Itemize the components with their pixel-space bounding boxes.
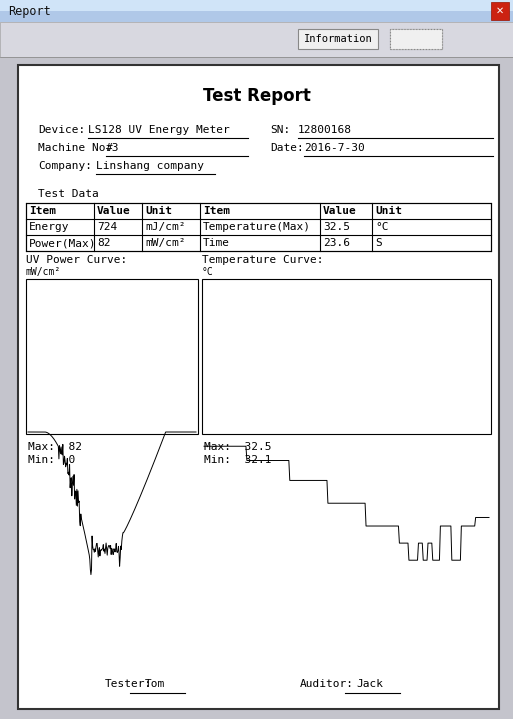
Bar <box>0 22 513 57</box>
FancyBboxPatch shape <box>298 29 378 49</box>
Text: Unit: Unit <box>375 206 402 216</box>
Text: Temperature(Max): Temperature(Max) <box>203 222 311 232</box>
Text: Auditor:: Auditor: <box>300 679 354 689</box>
Text: Report: Report <box>8 4 51 17</box>
Text: Test Data: Test Data <box>38 189 98 199</box>
Text: °C: °C <box>202 267 214 277</box>
Bar <box>0 0 513 22</box>
Text: Unit: Unit <box>145 206 172 216</box>
Text: Min:  32.1: Min: 32.1 <box>204 455 271 465</box>
Text: Max:  82: Max: 82 <box>28 442 82 452</box>
Text: Jack: Jack <box>357 679 384 689</box>
Text: Test Report: Test Report <box>203 87 310 105</box>
Text: Print: Print <box>400 34 431 44</box>
Text: ✕: ✕ <box>496 6 504 16</box>
Text: SN:: SN: <box>270 125 290 135</box>
Text: UV Power Curve:: UV Power Curve: <box>26 255 127 265</box>
Text: S: S <box>375 238 382 248</box>
Text: Date:: Date: <box>270 143 304 153</box>
Text: 12800168: 12800168 <box>298 125 352 135</box>
Text: Time: Time <box>203 238 230 248</box>
Text: 32.5: 32.5 <box>323 222 350 232</box>
Text: 23.6: 23.6 <box>323 238 350 248</box>
Text: Energy: Energy <box>29 222 69 232</box>
Text: Linshang company: Linshang company <box>96 161 204 171</box>
Text: #3: #3 <box>106 143 120 153</box>
Bar <box>202 279 491 434</box>
Text: mW/cm²: mW/cm² <box>26 267 61 277</box>
Text: Information: Information <box>304 34 372 44</box>
Text: Max:  32.5: Max: 32.5 <box>204 442 271 452</box>
Text: Tom: Tom <box>145 679 165 689</box>
Bar <box>26 279 198 434</box>
Text: Machine No:: Machine No: <box>38 143 112 153</box>
Bar <box>18 65 499 709</box>
Text: Item: Item <box>29 206 56 216</box>
Text: Item: Item <box>203 206 230 216</box>
Text: mW/cm²: mW/cm² <box>145 238 186 248</box>
Text: 724: 724 <box>97 222 117 232</box>
Bar <box>491 2 509 20</box>
Text: mJ/cm²: mJ/cm² <box>145 222 186 232</box>
Text: Device:: Device: <box>38 125 85 135</box>
Text: Min:  0: Min: 0 <box>28 455 75 465</box>
Bar <box>26 203 491 251</box>
FancyBboxPatch shape <box>390 29 442 49</box>
Text: Company:: Company: <box>38 161 92 171</box>
Text: Temperature Curve:: Temperature Curve: <box>202 255 324 265</box>
Bar <box>0 0 513 11</box>
Text: LS128 UV Energy Meter: LS128 UV Energy Meter <box>88 125 230 135</box>
Text: °C: °C <box>375 222 388 232</box>
FancyBboxPatch shape <box>390 29 442 49</box>
Text: 82: 82 <box>97 238 110 248</box>
Text: 2016-7-30: 2016-7-30 <box>304 143 365 153</box>
Text: Value: Value <box>97 206 131 216</box>
Text: Value: Value <box>323 206 357 216</box>
Text: Tester:: Tester: <box>105 679 152 689</box>
Text: Power(Max): Power(Max) <box>29 238 96 248</box>
